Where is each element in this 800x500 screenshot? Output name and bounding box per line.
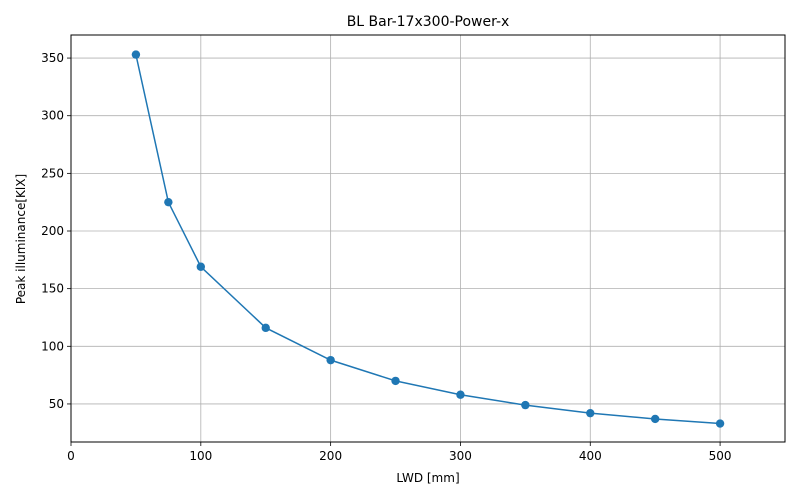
x-axis-title: LWD [mm]	[396, 471, 459, 485]
data-point	[196, 262, 206, 271]
data-point	[586, 408, 595, 418]
series-layer	[131, 50, 725, 428]
y-axis-title: Peak illuminance[KlX]	[14, 174, 28, 304]
y-tick-label: 200	[41, 224, 64, 238]
x-tick-label: 300	[449, 449, 472, 463]
plot-frame	[70, 34, 786, 443]
data-point	[456, 390, 465, 399]
y-axis: 50 100 150 200 250 300 350	[41, 51, 71, 411]
y-tick-label: 350	[41, 51, 64, 65]
y-tick-label: 50	[49, 397, 64, 411]
y-tick-label: 150	[41, 282, 64, 296]
x-tick-label: 400	[579, 449, 602, 463]
y-tick-label: 300	[41, 109, 64, 123]
x-tick-label: 100	[189, 449, 212, 463]
chart-title: BL Bar-17x300-Power-x	[347, 14, 510, 30]
data-point	[521, 400, 530, 410]
grid	[70, 35, 785, 442]
data-point	[326, 355, 335, 365]
y-tick-label: 100	[41, 339, 64, 353]
data-point	[391, 376, 400, 386]
y-tick-label: 250	[41, 166, 64, 180]
data-point	[650, 414, 660, 424]
data-point	[164, 197, 173, 207]
x-tick-label: 200	[319, 449, 342, 463]
x-tick-label: 500	[709, 449, 732, 463]
x-tick-label: 0	[67, 449, 75, 463]
data-point	[131, 50, 141, 59]
x-axis: 0 100 200 300 400 500	[67, 442, 732, 463]
data-point	[261, 323, 270, 333]
data-point	[715, 419, 725, 428]
